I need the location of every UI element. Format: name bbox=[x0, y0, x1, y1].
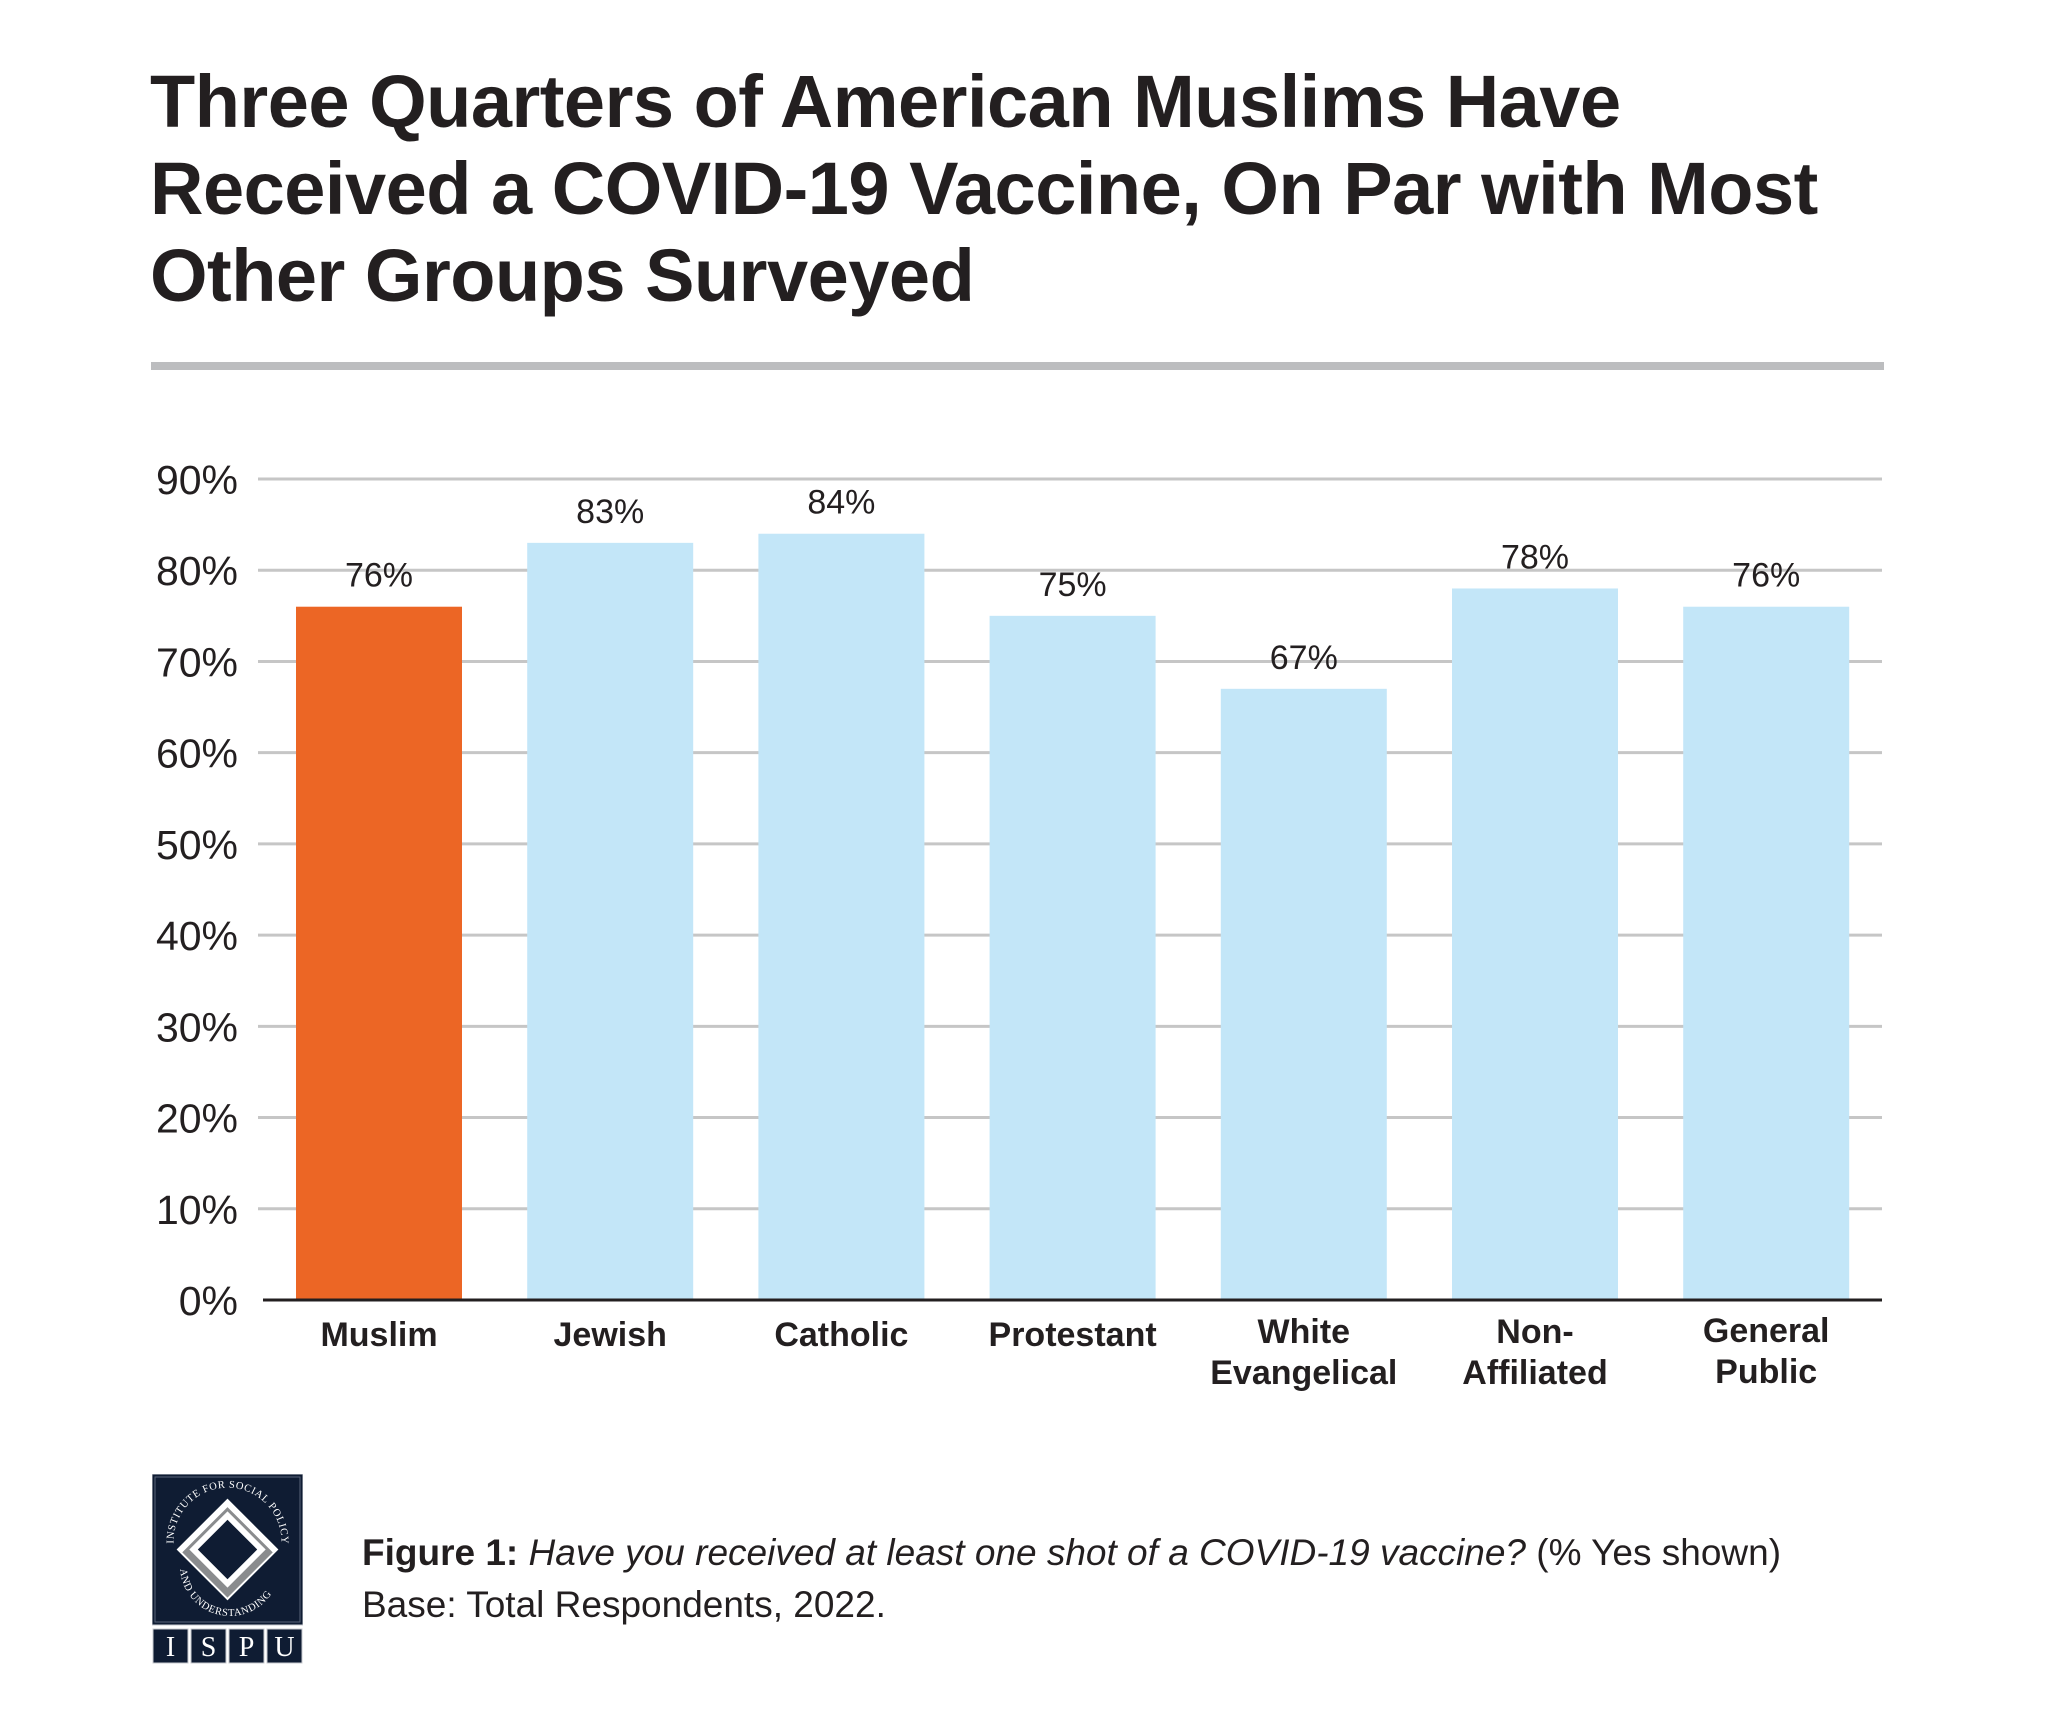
y-tick-label: 30% bbox=[156, 1004, 238, 1050]
data-label: 76% bbox=[1732, 557, 1800, 595]
logo-letter-box bbox=[152, 1628, 189, 1664]
caption-base: Base: Total Respondents, 2022. bbox=[362, 1584, 886, 1625]
bar-muslim bbox=[296, 606, 462, 1300]
x-axis-label: Catholic bbox=[774, 1316, 908, 1354]
caption-line-1: Figure 1: Have you received at least one… bbox=[362, 1527, 1781, 1579]
y-axis-ticks: 0% 10% 20% 30% 40% 50% 60% 70% 80% 90% bbox=[156, 457, 238, 1324]
survey-question: Have you received at least one shot of a… bbox=[528, 1532, 1527, 1573]
bar-general-public bbox=[1683, 606, 1850, 1300]
figure-caption: Figure 1: Have you received at least one… bbox=[362, 1527, 1781, 1631]
title-line-2: Received a COVID-19 Vaccine, On Par with… bbox=[150, 147, 1818, 230]
data-label: 83% bbox=[576, 493, 644, 531]
y-tick-label: 70% bbox=[156, 639, 238, 685]
data-label: 84% bbox=[807, 484, 875, 522]
figure-label: Figure 1: bbox=[362, 1532, 519, 1573]
x-axis-label: Protestant bbox=[989, 1316, 1157, 1354]
data-labels: 76% 83% 84% 75% 67% 78% 76% bbox=[345, 484, 1800, 677]
bar-white-evangelical bbox=[1220, 688, 1387, 1300]
bar-catholic bbox=[758, 533, 925, 1300]
logo-letter-box bbox=[190, 1628, 227, 1664]
data-label: 67% bbox=[1270, 639, 1338, 677]
data-label: 78% bbox=[1501, 538, 1569, 576]
y-tick-label: 40% bbox=[156, 913, 238, 959]
ispu-logo: INSTITUTE FOR SOCIAL POLICY AND UNDERSTA… bbox=[151, 1473, 304, 1669]
data-label: 75% bbox=[1039, 566, 1107, 604]
logo-letter-box bbox=[266, 1628, 303, 1664]
logo-letter-box bbox=[228, 1628, 265, 1664]
y-tick-label: 80% bbox=[156, 548, 238, 594]
x-axis-label: Affiliated bbox=[1462, 1354, 1607, 1392]
x-axis-label: Public bbox=[1715, 1353, 1817, 1391]
y-tick-label: 50% bbox=[156, 822, 238, 868]
bar-non-affiliated bbox=[1452, 588, 1618, 1300]
x-axis-label: Jewish bbox=[554, 1316, 667, 1354]
y-tick-label: 60% bbox=[156, 731, 238, 777]
y-tick-label: 20% bbox=[156, 1096, 238, 1142]
chart-title: Three Quarters of American Muslims Have … bbox=[150, 58, 1910, 319]
title-line-1: Three Quarters of American Muslims Have bbox=[150, 60, 1621, 143]
y-tick-label: 10% bbox=[156, 1187, 238, 1233]
logo-letter: U bbox=[274, 1632, 294, 1663]
title-line-3: Other Groups Surveyed bbox=[150, 234, 975, 317]
x-axis-label: Evangelical bbox=[1210, 1354, 1397, 1392]
logo-letter: P bbox=[239, 1632, 255, 1663]
x-axis-label: General bbox=[1703, 1312, 1830, 1350]
y-tick-label: 90% bbox=[156, 457, 238, 503]
bars bbox=[296, 533, 1850, 1300]
x-axis-label: White bbox=[1258, 1313, 1351, 1351]
y-tick-label: 0% bbox=[179, 1278, 238, 1324]
ispu-logo-icon: INSTITUTE FOR SOCIAL POLICY AND UNDERSTA… bbox=[151, 1473, 304, 1664]
data-label: 76% bbox=[345, 557, 413, 595]
logo-letter: I bbox=[166, 1632, 175, 1663]
caption-note: (% Yes shown) bbox=[1536, 1532, 1782, 1573]
x-axis-labels: Muslim Jewish Catholic Protestant WhiteEvang… bbox=[320, 1312, 1829, 1392]
bar-jewish bbox=[527, 542, 694, 1300]
x-axis-label: Non- bbox=[1496, 1313, 1573, 1351]
logo-letter: S bbox=[201, 1632, 217, 1663]
title-divider bbox=[151, 362, 1884, 370]
bar-chart: 0%10%20%30%40%50%60%70%80%90% 76%83% 84%7… bbox=[156, 457, 1882, 1392]
x-axis-label: Muslim bbox=[320, 1316, 437, 1354]
bar-protestant bbox=[989, 615, 1156, 1300]
